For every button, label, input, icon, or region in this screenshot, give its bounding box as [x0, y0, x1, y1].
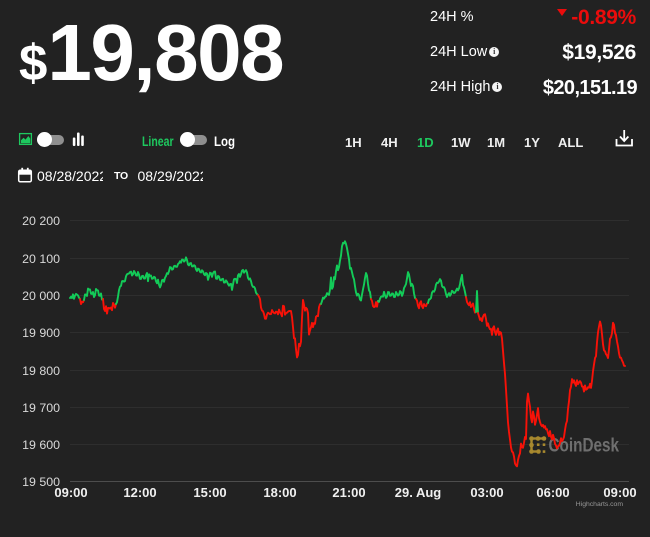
svg-text:20 200: 20 200: [22, 214, 60, 228]
svg-text:12:00: 12:00: [123, 485, 156, 500]
svg-text:21:00: 21:00: [332, 485, 365, 500]
svg-text:20 100: 20 100: [22, 252, 60, 266]
svg-text:19 900: 19 900: [22, 326, 60, 340]
svg-text:20 000: 20 000: [22, 289, 60, 303]
svg-text:09:00: 09:00: [603, 485, 636, 500]
svg-text:29. Aug: 29. Aug: [395, 485, 442, 500]
svg-text:15:00: 15:00: [193, 485, 226, 500]
svg-text:19 700: 19 700: [22, 401, 60, 415]
svg-text:Highcharts.com: Highcharts.com: [576, 501, 624, 508]
svg-text:18:00: 18:00: [263, 485, 296, 500]
svg-text:CoinDesk: CoinDesk: [549, 435, 620, 457]
svg-text:09:00: 09:00: [54, 485, 87, 500]
svg-text:03:00: 03:00: [470, 485, 503, 500]
svg-text:06:00: 06:00: [536, 485, 569, 500]
svg-text:19 500: 19 500: [22, 475, 60, 489]
svg-text:19 600: 19 600: [22, 438, 60, 452]
svg-text:19 800: 19 800: [22, 364, 60, 378]
